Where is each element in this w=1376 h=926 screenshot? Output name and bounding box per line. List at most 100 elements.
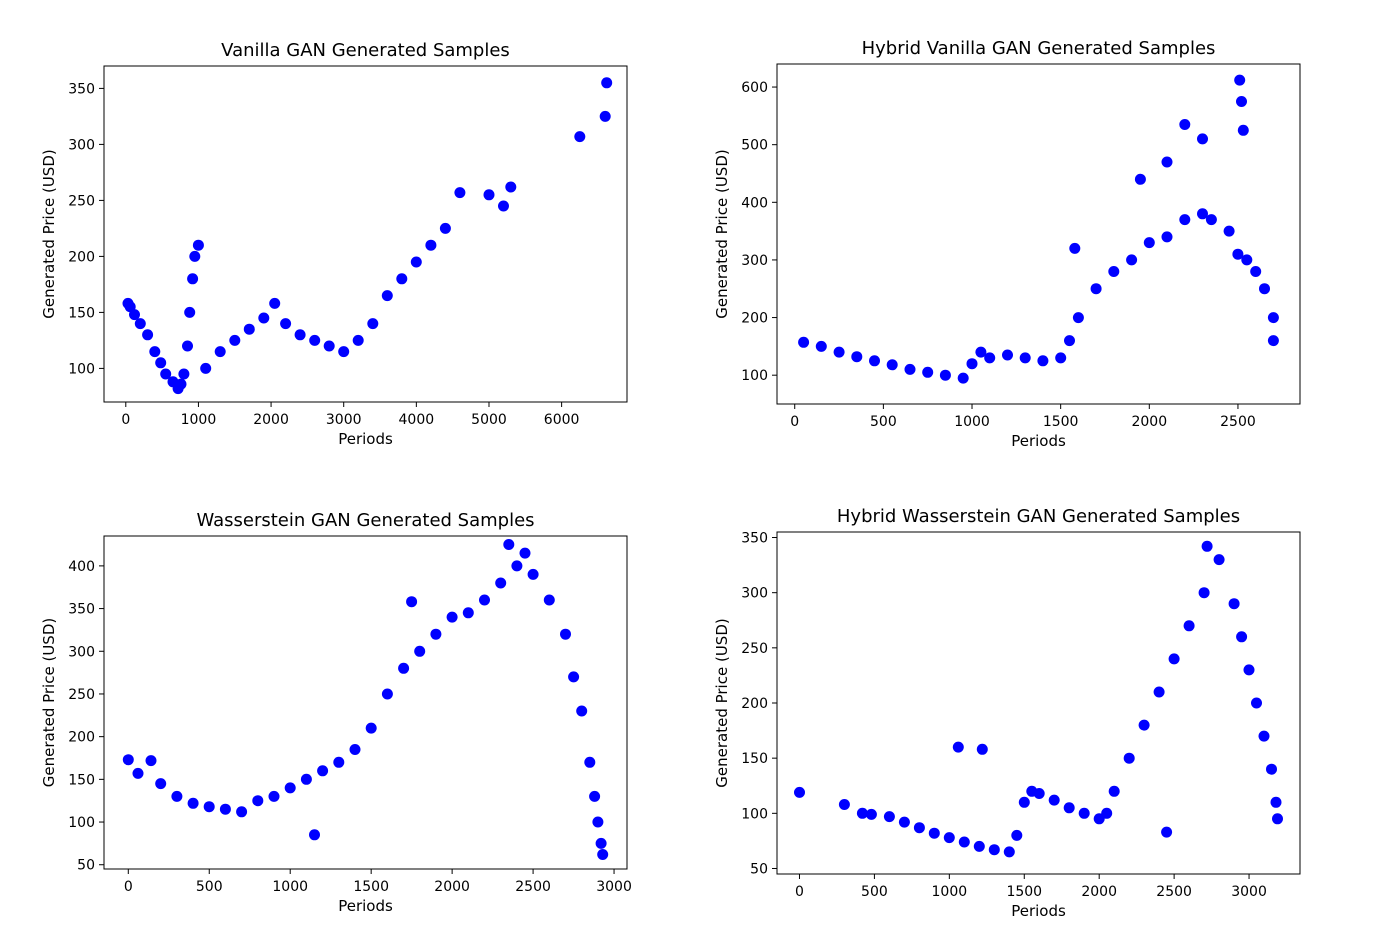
data-point: [1138, 719, 1150, 731]
data-point: [922, 366, 934, 378]
x-tick-label: 3000: [1231, 884, 1267, 900]
data-point: [601, 77, 613, 89]
data-point: [1161, 231, 1173, 243]
data-point: [365, 722, 377, 734]
data-point: [1002, 349, 1013, 361]
x-tick-label: 2500: [515, 879, 551, 895]
data-point: [122, 754, 134, 766]
data-point: [1161, 156, 1173, 168]
data-point: [333, 756, 345, 768]
data-point: [1205, 214, 1217, 226]
data-point: [1048, 794, 1060, 806]
data-point: [446, 611, 458, 623]
data-point: [498, 200, 509, 212]
data-point: [155, 357, 167, 369]
data-point: [958, 836, 970, 848]
data-point: [1213, 554, 1225, 566]
data-point: [352, 334, 364, 346]
x-tick-label: 2000: [1081, 884, 1117, 900]
x-tick-label: 5000: [471, 412, 507, 428]
data-point: [300, 773, 312, 785]
data-point: [200, 362, 212, 374]
data-point: [1179, 214, 1191, 226]
data-point: [1183, 620, 1195, 632]
data-point: [975, 346, 987, 358]
x-tick-label: 0: [121, 412, 130, 428]
data-point: [236, 806, 248, 818]
data-point: [1153, 686, 1165, 698]
data-point: [597, 849, 609, 860]
data-point: [439, 222, 451, 234]
data-point: [309, 334, 321, 346]
data-point: [178, 368, 190, 380]
data-point: [1064, 335, 1075, 347]
data-point: [1270, 796, 1282, 808]
plot-frame: [776, 63, 1301, 405]
data-point: [984, 352, 996, 364]
y-axis-label: Generated Price (USD): [713, 149, 731, 318]
data-point: [1126, 254, 1138, 266]
x-axis-label: Periods: [1011, 902, 1066, 920]
chart-title: Hybrid Vanilla GAN Generated Samples: [862, 38, 1216, 59]
data-point: [268, 790, 280, 802]
x-tick-label: 2500: [1156, 884, 1192, 900]
data-point: [1003, 846, 1015, 858]
data-point: [1108, 785, 1120, 797]
data-point: [479, 594, 490, 606]
x-tick-label: 2000: [434, 879, 470, 895]
y-tick-label: 100: [68, 815, 95, 831]
y-axis-label: Generated Price (USD): [40, 618, 58, 787]
data-point: [142, 329, 154, 341]
y-tick-label: 100: [741, 368, 768, 384]
data-point: [543, 594, 555, 606]
data-point: [134, 318, 146, 330]
data-point: [584, 756, 596, 768]
data-point: [1228, 598, 1240, 610]
y-tick-label: 200: [741, 311, 768, 327]
data-point: [560, 628, 571, 640]
data-point: [883, 811, 895, 823]
y-tick-label: 300: [68, 137, 95, 153]
data-point: [595, 837, 607, 849]
data-point: [794, 786, 805, 798]
y-tick-label: 200: [68, 249, 95, 265]
y-tick-label: 300: [741, 586, 768, 602]
data-point: [1250, 266, 1262, 277]
data-point: [957, 372, 969, 384]
data-point: [1063, 802, 1075, 814]
data-point: [576, 705, 588, 717]
data-point: [1168, 653, 1180, 665]
data-point: [495, 577, 507, 589]
data-point: [1055, 352, 1067, 364]
data-point: [856, 807, 868, 819]
data-point: [1123, 752, 1135, 764]
data-point: [1101, 807, 1113, 819]
data-point: [454, 187, 466, 199]
data-point: [338, 346, 350, 358]
data-point: [519, 547, 531, 559]
y-tick-label: 50: [77, 858, 95, 874]
data-point: [381, 290, 393, 302]
y-tick-label: 250: [68, 687, 95, 703]
data-point: [129, 309, 140, 321]
data-point: [398, 662, 410, 674]
y-tick-label: 200: [741, 696, 768, 712]
data-point: [269, 297, 281, 309]
y-tick-label: 300: [741, 253, 768, 269]
chart-title: Vanilla GAN Generated Samples: [221, 40, 510, 61]
data-point: [1259, 283, 1270, 295]
data-point: [574, 131, 586, 143]
data-point: [462, 607, 474, 619]
data-point: [187, 797, 199, 809]
plot-frame: [103, 535, 628, 870]
data-point: [1019, 352, 1031, 364]
data-point: [1266, 763, 1277, 775]
data-point: [898, 816, 910, 828]
x-tick-label: 0: [795, 884, 804, 900]
x-axis-label: Periods: [1011, 432, 1066, 450]
data-point: [851, 351, 863, 363]
x-tick-label: 6000: [544, 412, 580, 428]
data-point: [904, 363, 916, 375]
y-tick-label: 200: [68, 730, 95, 746]
